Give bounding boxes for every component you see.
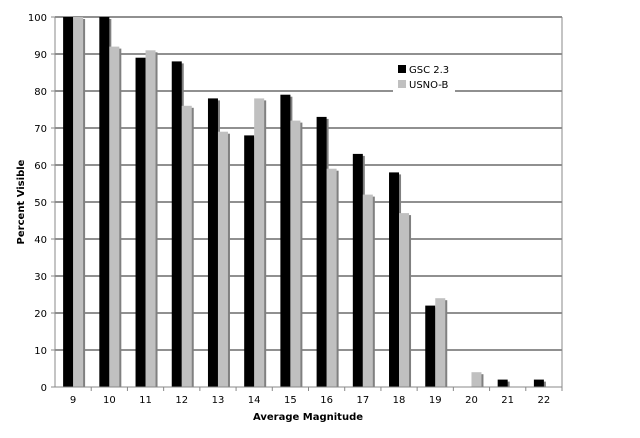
legend-label-gsc: GSC 2.3	[409, 65, 449, 76]
bar-gsc-2-3	[135, 57, 146, 387]
x-tick-label: 17	[356, 395, 369, 406]
bar-usno-b	[399, 213, 410, 387]
bar-usno-b	[217, 131, 228, 387]
x-tick-label: 13	[212, 395, 225, 406]
y-tick-label: 80	[34, 87, 47, 98]
bar-gsc-2-3	[389, 172, 400, 387]
gridlines	[55, 16, 562, 351]
x-tick-label: 22	[538, 395, 551, 406]
x-tick-label: 14	[248, 395, 261, 406]
bar-usno-b	[362, 194, 373, 387]
bar-gsc-2-3	[171, 61, 182, 388]
legend: GSC 2.3 USNO-B	[393, 60, 455, 92]
bar-gsc-2-3	[316, 116, 327, 388]
y-tick-label: 50	[34, 198, 47, 209]
bar-usno-b	[181, 105, 192, 388]
x-tick-label: 12	[175, 395, 188, 406]
bar-usno-b	[145, 50, 156, 388]
y-axis-label: Percent Visible	[16, 159, 27, 244]
y-tick-label: 30	[34, 272, 47, 283]
bar-usno-b	[435, 298, 446, 387]
x-tick-label: 18	[393, 395, 406, 406]
x-axis-label: Average Magnitude	[253, 412, 363, 423]
bar-usno-b	[73, 17, 84, 387]
y-tick-label: 40	[34, 235, 47, 246]
bar-gsc-2-3	[280, 94, 291, 387]
legend-label-usno: USNO-B	[409, 80, 449, 91]
bar-gsc-2-3	[425, 305, 436, 387]
bar-usno-b	[326, 168, 337, 387]
x-tick-label: 10	[103, 395, 116, 406]
bar-gsc-2-3	[497, 379, 508, 387]
bar-gsc-2-3	[207, 98, 218, 388]
axes: 0 10 20 30 40 50 60 70 80 90 100 9 10 11 12 13 14 15 16 17 1…	[28, 13, 563, 406]
x-tick-label: 16	[320, 395, 333, 406]
y-tick-label: 100	[28, 13, 47, 24]
y-tick-label: 70	[34, 124, 47, 135]
bar-usno-b	[254, 98, 265, 388]
bar-usno-b	[471, 372, 482, 387]
legend-swatch-gsc	[398, 65, 406, 73]
y-tick-label: 90	[34, 50, 47, 61]
y-tick-label: 60	[34, 161, 47, 172]
bars	[63, 17, 546, 388]
y-tick-label: 10	[34, 346, 47, 357]
x-tick-label: 11	[139, 395, 152, 406]
bar-gsc-2-3	[63, 17, 74, 387]
bar-usno-b	[290, 120, 301, 387]
x-tick-label: 9	[70, 395, 76, 406]
x-tick-label: 21	[501, 395, 514, 406]
x-tick-label: 19	[429, 395, 442, 406]
y-tick-label: 0	[41, 383, 47, 394]
legend-swatch-usno	[398, 80, 406, 88]
bar-gsc-2-3	[352, 153, 363, 387]
x-tick-label: 20	[465, 395, 478, 406]
bar-gsc-2-3	[533, 379, 544, 387]
bar-gsc-2-3	[99, 17, 110, 387]
bar-usno-b	[109, 46, 120, 387]
bar-gsc-2-3	[244, 135, 255, 387]
y-tick-label: 20	[34, 309, 47, 320]
x-tick-label: 15	[284, 395, 297, 406]
